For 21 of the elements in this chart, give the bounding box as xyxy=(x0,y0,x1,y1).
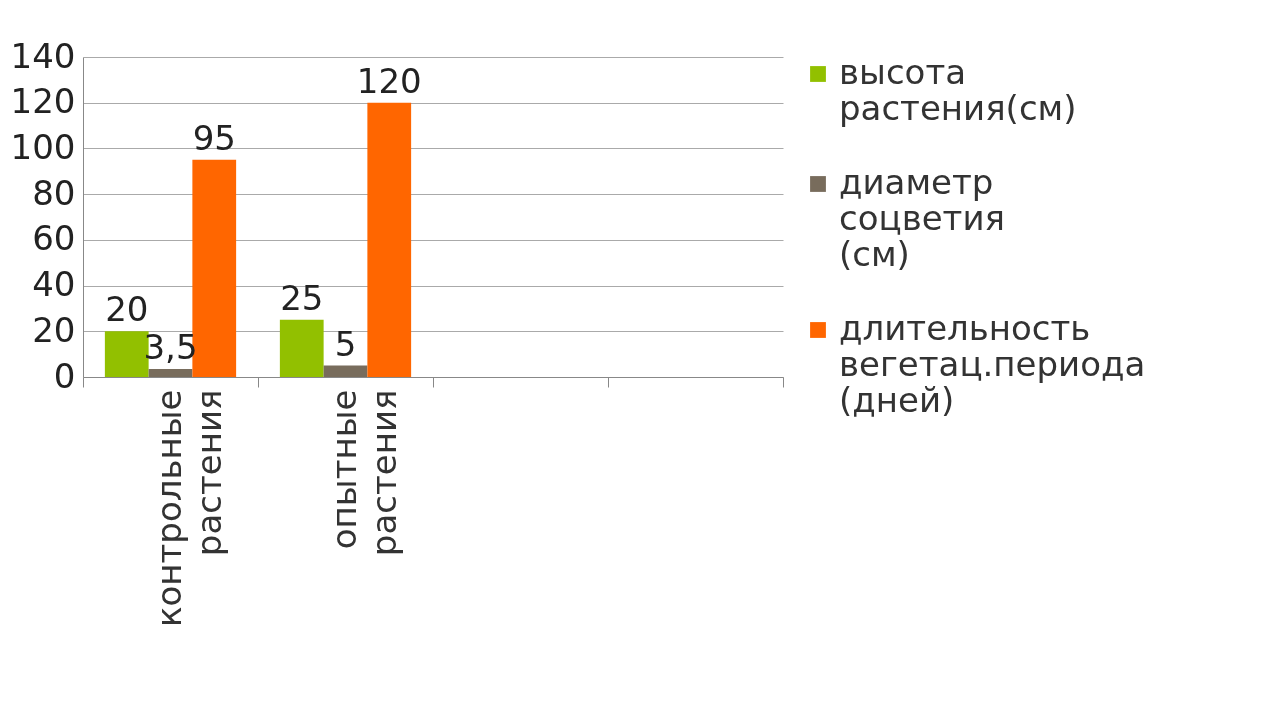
data-label: 20 xyxy=(105,289,149,330)
y-tick-label: 60 xyxy=(32,218,76,259)
bar xyxy=(148,369,193,377)
data-label: 120 xyxy=(356,60,422,101)
y-tick-label: 40 xyxy=(32,264,76,305)
legend-label: диаметр соцветия (см) xyxy=(839,162,1005,274)
data-label: 25 xyxy=(280,277,324,318)
bar xyxy=(279,319,324,377)
y-tick-label: 80 xyxy=(32,172,76,213)
x-tick-label: контрольные растения xyxy=(149,389,229,628)
legend-label: длительность вегетац.периода (дней) xyxy=(839,308,1146,420)
data-label: 95 xyxy=(192,117,236,158)
bar xyxy=(367,102,412,377)
data-label: 5 xyxy=(334,323,357,364)
bar xyxy=(323,365,368,377)
legend-label: высота растения(см) xyxy=(839,52,1077,128)
y-tick-label: 20 xyxy=(32,309,76,350)
y-tick-label: 100 xyxy=(10,126,76,167)
y-tick-label: 120 xyxy=(10,81,76,122)
y-tick-label: 0 xyxy=(53,355,76,396)
y-tick-label: 140 xyxy=(10,35,76,76)
